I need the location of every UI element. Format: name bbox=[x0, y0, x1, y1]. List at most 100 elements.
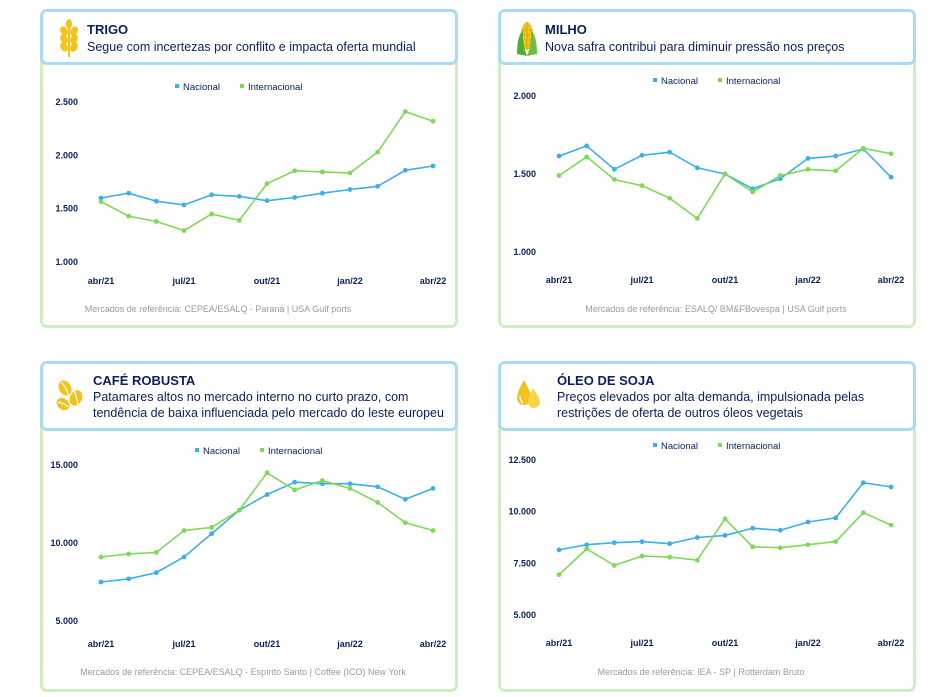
data-point bbox=[611, 540, 617, 546]
data-point bbox=[777, 545, 783, 551]
chart-header: TRIGO Segue com incertezas por conflito … bbox=[40, 9, 458, 65]
y-tick-label: 5.000 bbox=[513, 610, 536, 620]
data-point bbox=[584, 154, 590, 160]
chart-box: 5.000 10.000 15.000 abr/21 jul/21 out/21 jan/2… bbox=[40, 425, 458, 692]
data-point bbox=[209, 525, 215, 530]
data-point bbox=[181, 554, 187, 560]
data-point bbox=[722, 516, 728, 522]
source-footer: Mercados de referência: IEA - SP | Rotte… bbox=[598, 667, 805, 677]
data-point bbox=[153, 198, 159, 204]
data-point bbox=[750, 525, 756, 531]
chart-svg: 1.000 1.500 2.000 2.500 abr/21 jul/21 out/21 ja… bbox=[55, 82, 447, 314]
series-line-internacional bbox=[100, 471, 434, 558]
chart-title: TRIGO bbox=[87, 22, 129, 37]
source-footer: Mercados de referência: CEPEA/ESALQ - Es… bbox=[80, 667, 406, 677]
data-point bbox=[430, 528, 436, 533]
chart-title: ÓLEO DE SOJA bbox=[557, 373, 655, 388]
data-point bbox=[694, 535, 700, 540]
chart-subtitle: Segue com incertezas por conflito e impa… bbox=[87, 40, 416, 54]
data-point bbox=[402, 167, 408, 173]
chart-title: MILHO bbox=[545, 22, 587, 37]
y-tick-label: 1.500 bbox=[513, 169, 536, 179]
data-point bbox=[722, 171, 728, 177]
x-tick-label: abr/21 bbox=[88, 276, 115, 286]
data-point bbox=[236, 218, 242, 223]
y-tick-label: 10.000 bbox=[508, 507, 536, 517]
data-point bbox=[375, 183, 381, 189]
data-point bbox=[805, 542, 811, 548]
data-point bbox=[264, 492, 270, 498]
data-point bbox=[639, 553, 645, 559]
legend-label: Internacional bbox=[726, 76, 780, 87]
data-point bbox=[639, 152, 645, 158]
data-point bbox=[805, 166, 811, 172]
oil-drop-icon bbox=[513, 376, 541, 416]
data-point bbox=[98, 554, 104, 560]
data-point bbox=[667, 149, 673, 155]
data-point bbox=[375, 500, 381, 505]
data-point bbox=[556, 173, 562, 178]
data-point bbox=[833, 515, 839, 521]
data-point bbox=[860, 510, 866, 516]
chart-header: MILHO Nova safra contribui para diminuir… bbox=[498, 9, 916, 65]
legend-label: Nacional bbox=[203, 446, 240, 457]
chart-subtitle: tendência de baixa influenciada pelo mer… bbox=[93, 406, 444, 420]
source-footer: Mercados de referência: ESALQ/ BM&FBoves… bbox=[585, 304, 847, 314]
data-point bbox=[611, 563, 617, 568]
data-point bbox=[375, 484, 381, 490]
legend-label: Nacional bbox=[661, 76, 698, 87]
data-point bbox=[236, 507, 242, 513]
data-point bbox=[209, 211, 215, 217]
x-tick-label: jan/22 bbox=[336, 276, 363, 286]
x-tick-label: abr/22 bbox=[420, 639, 447, 649]
chart-header: ÓLEO DE SOJA Preços elevados por alta de… bbox=[498, 361, 916, 431]
chart-svg: 5.000 10.000 15.000 abr/21 jul/21 out/21 jan/2… bbox=[50, 446, 447, 677]
data-point bbox=[264, 198, 270, 204]
data-point bbox=[209, 531, 215, 537]
x-tick-label: abr/22 bbox=[878, 275, 905, 285]
data-point bbox=[126, 213, 132, 219]
data-point bbox=[888, 174, 894, 180]
data-point bbox=[292, 479, 298, 485]
data-point bbox=[98, 579, 104, 585]
y-tick-label: 7.500 bbox=[513, 558, 536, 568]
chart-svg: 5.000 7.500 10.000 12.500 abr/21 jul/21 out/21… bbox=[508, 441, 905, 677]
x-tick-label: jul/21 bbox=[171, 639, 195, 649]
data-point bbox=[888, 484, 894, 490]
data-point bbox=[556, 572, 562, 578]
data-point bbox=[319, 478, 325, 483]
legend-marker bbox=[718, 443, 722, 447]
data-point bbox=[777, 527, 783, 533]
data-point bbox=[402, 496, 408, 502]
data-point bbox=[639, 183, 645, 189]
data-point bbox=[292, 195, 298, 200]
series-line-internacional bbox=[100, 110, 434, 232]
data-point bbox=[264, 470, 270, 476]
data-point bbox=[264, 181, 270, 186]
legend-label: Internacional bbox=[248, 82, 302, 93]
data-point bbox=[694, 165, 700, 171]
data-point bbox=[98, 195, 104, 201]
x-tick-label: abr/21 bbox=[88, 639, 115, 649]
y-tick-label: 12.500 bbox=[508, 455, 536, 465]
legend-marker bbox=[718, 78, 722, 82]
series-line-nacional bbox=[100, 481, 434, 583]
data-point bbox=[181, 228, 187, 233]
data-point bbox=[860, 480, 866, 486]
data-point bbox=[430, 163, 436, 169]
x-tick-label: out/21 bbox=[712, 275, 739, 285]
data-point bbox=[805, 519, 811, 525]
data-point bbox=[611, 177, 617, 182]
x-tick-label: abr/21 bbox=[546, 275, 573, 285]
legend-marker bbox=[653, 78, 657, 82]
x-tick-label: abr/22 bbox=[420, 276, 447, 286]
chart-box: 1.000 1.500 2.000 abr/21 jul/21 out/21 jan/22 a… bbox=[498, 60, 916, 328]
y-tick-label: 15.000 bbox=[50, 460, 78, 470]
chart-subtitle: Preços elevados por alta demanda, impuls… bbox=[557, 390, 865, 404]
corn-icon bbox=[513, 18, 541, 58]
x-tick-label: abr/22 bbox=[878, 638, 905, 648]
data-point bbox=[153, 219, 159, 224]
coffee-beans-icon bbox=[55, 378, 83, 418]
data-point bbox=[833, 168, 839, 174]
data-point bbox=[888, 151, 894, 157]
